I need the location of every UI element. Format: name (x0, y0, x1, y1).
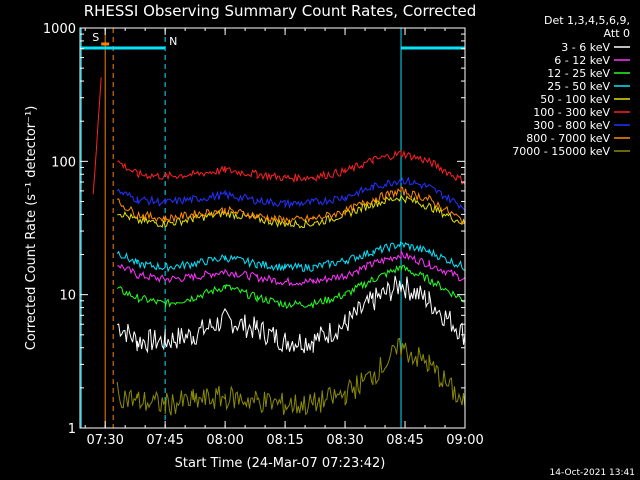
legend-label: 50 - 100 keV (540, 93, 610, 106)
series-line-6 (116, 176, 466, 212)
legend-label: 100 - 300 keV (533, 106, 610, 119)
y-tick-label: 10 (59, 289, 76, 304)
y-axis-label: Corrected Count Rate (s⁻¹ detector⁻¹) (24, 106, 39, 351)
legend-label: 300 - 800 keV (533, 119, 610, 132)
series-line-1 (117, 250, 466, 287)
series-lines (92, 77, 466, 416)
x-tick-label: 09:00 (446, 433, 483, 448)
series-line-5 (117, 149, 466, 186)
footer-timestamp: 14-Oct-2021 13:41 (550, 468, 635, 478)
legend-label: 7000 - 15000 keV (512, 145, 610, 158)
legend-header-line-1: Det 1,3,4,5,6,9, (544, 14, 630, 27)
x-tick-label: 08:15 (266, 433, 303, 448)
legend-label: 12 - 25 keV (547, 67, 610, 80)
y-tick-label: 100 (51, 155, 76, 170)
x-tick-label: 07:30 (86, 433, 123, 448)
series-line-7 (117, 186, 466, 225)
y-tick-label: 1 (68, 422, 76, 437)
x-tick-label: 08:30 (326, 433, 363, 448)
y-tick-label: 1000 (43, 22, 76, 37)
legend-label: 3 - 6 keV (561, 41, 610, 54)
legend-label: 800 - 7000 keV (526, 132, 610, 145)
flag-label: N (169, 35, 177, 48)
x-tick-label: 08:45 (386, 433, 423, 448)
axes: 07:30 07:45 08:00 08:15 08:30 08:45 09:00 1 10 10… (43, 22, 484, 448)
x-axis-label: Start Time (24-Mar-07 07:23:42) (175, 456, 386, 471)
series-line-5 (92, 77, 102, 195)
legend-label: 25 - 50 keV (547, 80, 610, 93)
plot-frame (79, 27, 466, 429)
flag-label: S (92, 31, 99, 44)
x-tick-label: 07:45 (146, 433, 183, 448)
series-line-4 (117, 193, 466, 229)
series-line-2 (116, 264, 466, 310)
series-line-8 (116, 337, 466, 416)
legend-header-line-2: Att 0 (604, 27, 630, 40)
series-line-0 (117, 275, 466, 354)
series-line-3 (116, 240, 466, 273)
x-tick-label: 08:00 (206, 433, 243, 448)
legend-label: 6 - 12 keV (554, 54, 610, 67)
chart-title: RHESSI Observing Summary Count Rates, Co… (84, 2, 477, 20)
